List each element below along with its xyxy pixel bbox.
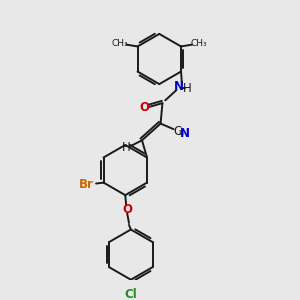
Text: C: C [173, 124, 182, 137]
Text: O: O [140, 101, 150, 114]
Text: N: N [174, 80, 184, 93]
Text: CH₃: CH₃ [190, 39, 207, 48]
Text: N: N [180, 127, 190, 140]
Text: Cl: Cl [124, 288, 137, 300]
Text: Br: Br [80, 178, 94, 191]
Text: O: O [122, 202, 132, 216]
Text: H: H [122, 141, 130, 154]
Text: CH₃: CH₃ [112, 39, 128, 48]
Text: H: H [183, 82, 192, 95]
